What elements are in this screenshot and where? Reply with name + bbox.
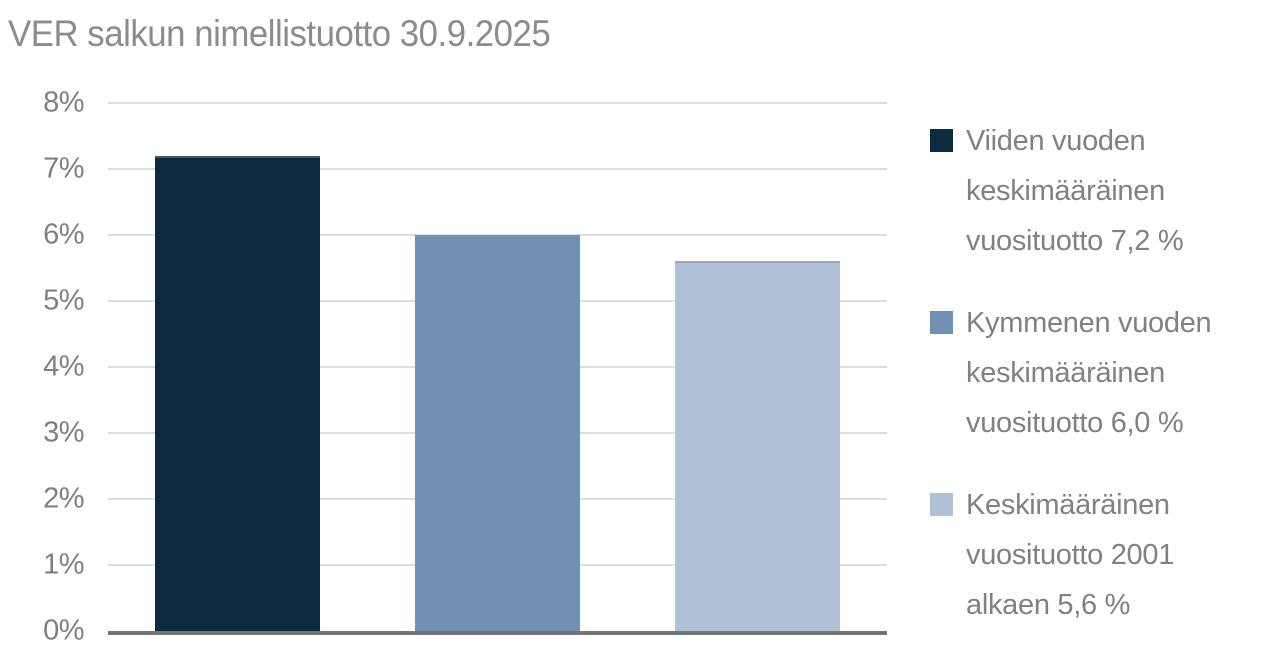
y-axis-label-4pct: 4%	[43, 350, 84, 383]
legend-item-3: Keskimääräinen vuosituotto 2001 alkaen 5,6…	[930, 480, 1270, 630]
chart-title: VER salkun nimellistuotto 30.9.2025	[8, 13, 551, 54]
legend-item-1: Viiden vuoden keskimääräinen vuosituotto 7…	[930, 116, 1270, 266]
legend-marker-1	[930, 129, 953, 152]
y-axis-label-3pct: 3%	[43, 416, 84, 449]
gridline-8pct	[108, 102, 887, 104]
y-axis-label-8pct: 8%	[43, 86, 84, 119]
legend-marker-2	[930, 311, 953, 334]
y-axis-label-1pct: 1%	[43, 548, 84, 581]
plot-area	[108, 102, 887, 635]
legend-label-3: Keskimääräinen vuosituotto 2001 alkaen 5,6…	[966, 489, 1175, 621]
bar-3	[674, 261, 840, 631]
gridline-7pct	[108, 168, 887, 170]
bar-2	[415, 235, 580, 631]
legend-marker-3	[930, 493, 953, 516]
y-axis-label-7pct: 7%	[43, 152, 84, 185]
bar-1	[155, 155, 321, 631]
legend-label-2: Kymmenen vuoden keskimääräinen vuosituotto…	[966, 307, 1212, 439]
legend: Viiden vuoden keskimääräinen vuosituotto 7…	[930, 116, 1270, 662]
y-axis: 0% 1% 2% 3% 4% 5% 6% 7% 8%	[0, 87, 84, 647]
legend-item-2: Kymmenen vuoden keskimääräinen vuosituotto…	[930, 298, 1270, 448]
y-axis-label-5pct: 5%	[43, 284, 84, 317]
y-axis-label-2pct: 2%	[43, 482, 84, 515]
y-axis-label-0pct: 0%	[43, 614, 84, 647]
legend-label-1: Viiden vuoden keskimääräinen vuosituotto 7…	[966, 125, 1184, 257]
y-axis-label-6pct: 6%	[43, 218, 84, 251]
